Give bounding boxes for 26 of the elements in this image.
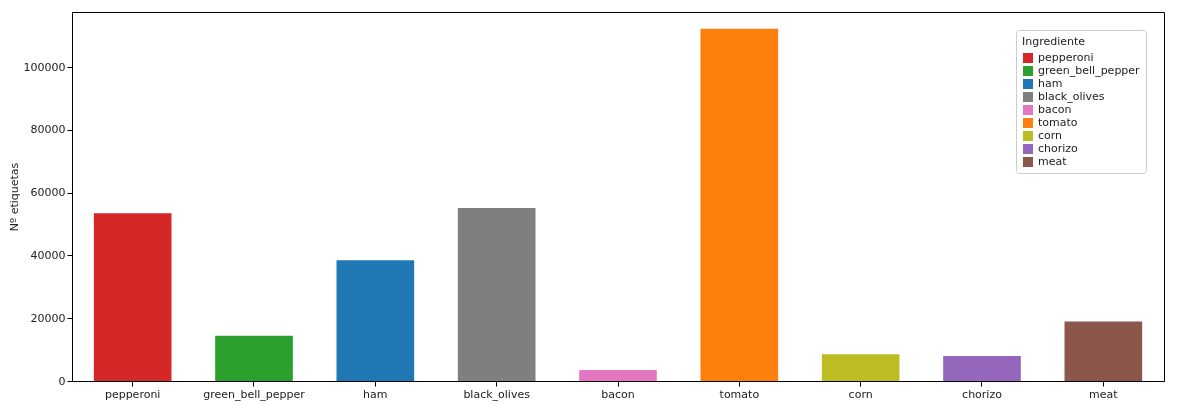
y-axis-title: Nº etiquetas xyxy=(7,162,21,232)
legend-label: corn xyxy=(1038,129,1063,142)
x-tick-label: tomato xyxy=(719,387,760,401)
y-tick-label: 100000 xyxy=(23,60,66,74)
y-tick-label: 20000 xyxy=(30,311,66,325)
legend-label: black_olives xyxy=(1038,90,1105,103)
legend-label: ham xyxy=(1038,77,1063,90)
x-tick-label: meat xyxy=(1089,387,1119,401)
x-tick-label: chorizo xyxy=(962,387,1003,401)
x-tick-label: pepperoni xyxy=(104,387,161,401)
legend-label: meat xyxy=(1038,155,1068,168)
legend-title: Ingrediente xyxy=(1022,35,1086,48)
y-tick-label: 60000 xyxy=(30,186,66,200)
y-tick-label: 40000 xyxy=(30,248,66,262)
legend-label: bacon xyxy=(1038,103,1072,116)
legend-label: chorizo xyxy=(1038,142,1079,155)
x-tick-label: bacon xyxy=(601,387,635,401)
legend-label: green_bell_pepper xyxy=(1038,64,1141,77)
y-tick-label: 0 xyxy=(58,374,66,388)
y-tick-label: 80000 xyxy=(30,123,66,137)
legend-label: pepperoni xyxy=(1038,51,1094,64)
x-tick-label: corn xyxy=(848,387,873,401)
x-tick-label: green_bell_pepper xyxy=(203,387,306,401)
x-tick-label: ham xyxy=(363,387,388,401)
legend-label: tomato xyxy=(1038,116,1078,129)
x-tick-label: black_olives xyxy=(463,387,531,401)
